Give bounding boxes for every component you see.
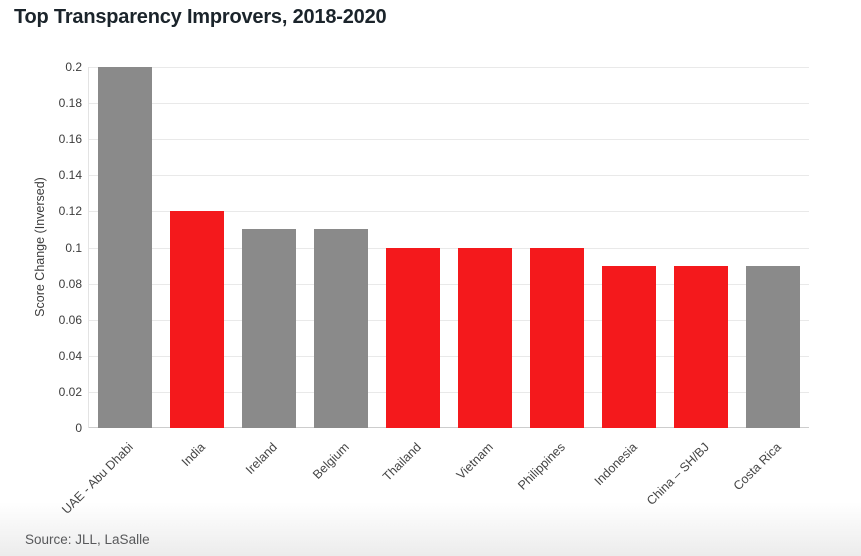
bar-india[interactable] xyxy=(170,211,224,428)
y-tick-label: 0.14 xyxy=(58,168,82,183)
gridline xyxy=(89,139,809,141)
gridline xyxy=(89,211,809,213)
y-tick-label: 0.06 xyxy=(58,312,82,327)
bar-uae-abu-dhabi[interactable] xyxy=(98,67,152,428)
bar-costa-rica[interactable] xyxy=(746,265,800,428)
x-axis-line xyxy=(89,427,809,428)
footer: Source: JLL, LaSalle xyxy=(0,502,861,556)
plot-area xyxy=(88,67,809,428)
y-tick-label: 0 xyxy=(75,421,82,435)
gridline xyxy=(89,175,809,177)
y-tick-label: 0.16 xyxy=(58,132,82,147)
bar-ireland[interactable] xyxy=(242,229,296,428)
y-tick-label: 0.18 xyxy=(58,96,82,111)
y-tick-label: 0.04 xyxy=(58,348,82,363)
bar-philippines[interactable] xyxy=(530,247,584,428)
gridline xyxy=(89,355,809,357)
y-tick-label: 0.12 xyxy=(58,204,82,219)
gridline xyxy=(89,391,809,393)
y-tick-label: 0.02 xyxy=(58,384,82,399)
y-tick-label: 0.1 xyxy=(65,240,82,255)
gridline xyxy=(89,67,809,68)
gridline xyxy=(89,283,809,285)
bar-china-sh-bj[interactable] xyxy=(674,265,728,428)
gridline xyxy=(89,319,809,321)
bar-indonesia[interactable] xyxy=(602,265,656,428)
source-text: Source: JLL, LaSalle xyxy=(25,532,150,547)
gridline xyxy=(89,103,809,105)
chart-title: Top Transparency Improvers, 2018-2020 xyxy=(14,6,387,28)
bar-vietnam[interactable] xyxy=(458,247,512,428)
gridline xyxy=(89,247,809,249)
bar-thailand[interactable] xyxy=(386,247,440,428)
bar-belgium[interactable] xyxy=(314,229,368,428)
y-tick-label: 0.2 xyxy=(65,60,82,74)
y-tick-label: 0.08 xyxy=(58,276,82,291)
